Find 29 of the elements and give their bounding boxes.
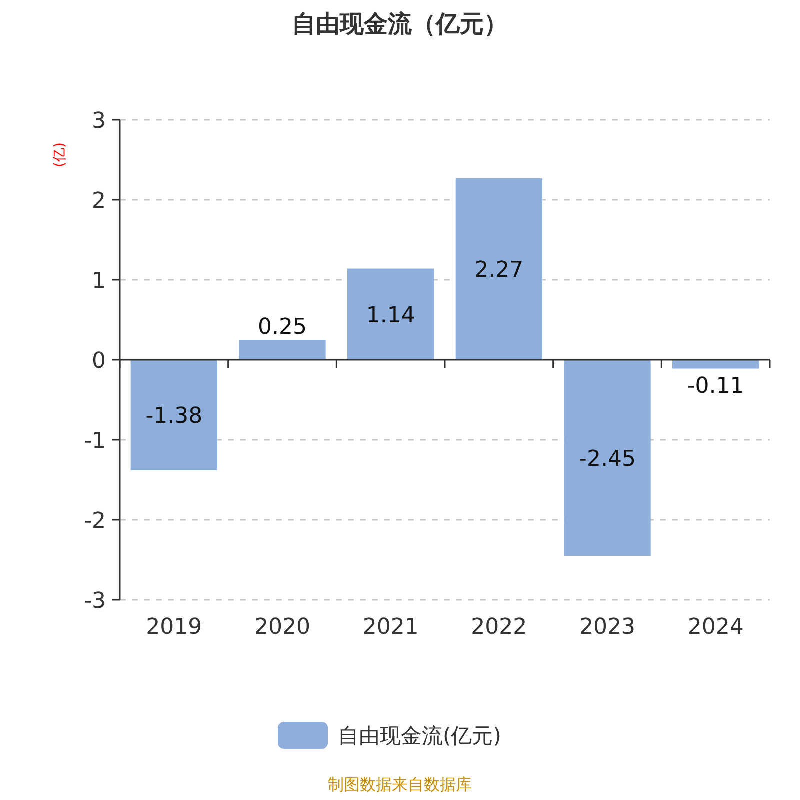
x-tick-label: 2022: [471, 615, 528, 640]
data-label: -1.38: [146, 404, 203, 430]
y-tick-label: 0: [92, 349, 106, 374]
bar: [564, 360, 651, 556]
x-tick-label: 2020: [254, 615, 310, 640]
y-tick-label: 3: [92, 109, 106, 134]
y-tick-label: -1: [84, 429, 106, 454]
bar: [348, 268, 434, 360]
data-label: -2.45: [579, 447, 636, 472]
x-tick-label: 2019: [146, 615, 202, 640]
data-label: 2.27: [474, 258, 524, 284]
x-tick-label: 2021: [362, 615, 419, 640]
bar: [130, 360, 218, 470]
text: 制图数据来自数据库: [328, 775, 472, 794]
y-tick-label: 1: [92, 269, 106, 294]
y-tick-label: -2: [84, 509, 106, 534]
bar: [672, 360, 760, 369]
y-tick-label: 2: [92, 189, 106, 214]
y-axis-title: (亿): [52, 142, 68, 168]
y-tick-label: -3: [84, 589, 106, 614]
data-label: -0.11: [687, 374, 744, 399]
data-label: 0.25: [258, 315, 307, 340]
bar: [239, 340, 326, 360]
legend-label: 自由现金流(亿元): [338, 724, 502, 748]
x-tick-label: 2024: [688, 615, 744, 640]
chart-title: 自由现金流（亿元）: [292, 10, 508, 38]
bar: [456, 178, 542, 360]
data-label: 1.14: [366, 303, 416, 328]
x-tick-label: 2023: [580, 615, 636, 640]
